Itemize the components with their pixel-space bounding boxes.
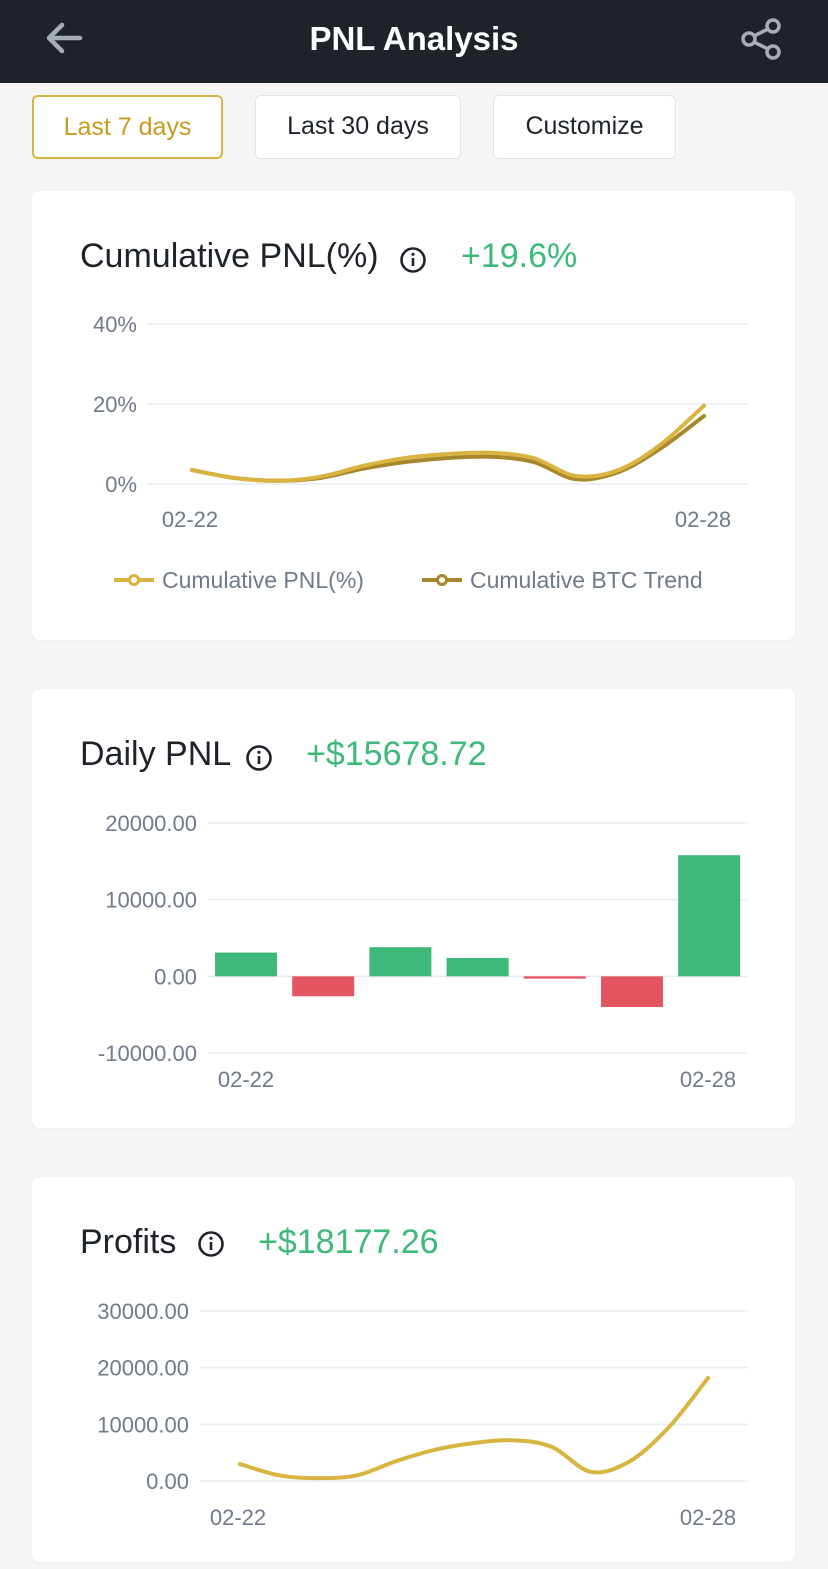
- tab-last-7-days[interactable]: Last 7 days: [32, 95, 223, 159]
- page-title: PNL Analysis: [309, 20, 519, 57]
- x-tick-label: 02-28: [680, 1505, 736, 1530]
- info-icon[interactable]: [245, 744, 273, 772]
- x-tick-label: 02-28: [680, 1067, 736, 1092]
- y-tick-label: 40%: [93, 312, 137, 337]
- y-tick-label: 20000.00: [97, 1356, 189, 1381]
- legend-label: Cumulative PNL(%): [162, 567, 364, 593]
- daily-pnl-value: +$15678.72: [306, 735, 487, 773]
- cumulative-pnl-chart: 0% 20% 40% 02-22 02-28 Cumulative PNL(%) Cumul…: [93, 312, 747, 593]
- series-line: [238, 1375, 710, 1481]
- cumulative-pnl-value: +19.6%: [461, 237, 578, 275]
- bar: [215, 952, 277, 977]
- cumulative-pnl-card: Cumulative PNL(%) +19.6% 0% 20% 40% 02-22 02…: [32, 191, 795, 640]
- y-tick-label: 10000.00: [105, 888, 197, 913]
- cumulative-pnl-title: Cumulative PNL(%): [80, 237, 379, 275]
- bar: [601, 976, 663, 1007]
- legend-marker: [436, 574, 448, 586]
- series-line: [190, 414, 706, 483]
- bar: [446, 957, 509, 977]
- info-icon[interactable]: [399, 246, 427, 274]
- y-tick-label: 0%: [105, 472, 137, 497]
- y-tick-label: 20000.00: [105, 811, 197, 836]
- tab-last-30-days[interactable]: Last 30 days: [255, 95, 461, 159]
- profits-title: Profits: [80, 1223, 177, 1261]
- legend-marker: [128, 574, 140, 586]
- profits-card: Profits +$18177.26 0.00 10000.00 20000.00 3…: [32, 1177, 795, 1562]
- y-tick-label: 10000.00: [97, 1412, 189, 1437]
- daily-pnl-title: Daily PNL: [80, 735, 232, 773]
- legend-label: Cumulative BTC Trend: [470, 567, 703, 593]
- y-tick-label: 0.00: [154, 964, 197, 989]
- bar: [523, 976, 586, 979]
- y-tick-label: -10000.00: [98, 1041, 197, 1066]
- profits-value: +$18177.26: [258, 1223, 439, 1261]
- profits-chart: 0.00 10000.00 20000.00 30000.00 02-22 02-28: [97, 1299, 747, 1530]
- x-tick-label: 02-22: [218, 1067, 274, 1092]
- daily-pnl-card: Daily PNL +$15678.72 -10000.00 0.00 10000.…: [32, 689, 795, 1128]
- x-tick-label: 02-22: [210, 1505, 266, 1530]
- x-tick-label: 02-28: [675, 507, 731, 532]
- y-tick-label: 0.00: [146, 1469, 189, 1494]
- arrow-left-icon[interactable]: [40, 18, 88, 58]
- x-tick-label: 02-22: [162, 507, 218, 532]
- top-bar: PNL Analysis: [0, 0, 828, 83]
- date-range-tabs: Last 7 days Last 30 days Customize: [0, 95, 828, 159]
- info-icon[interactable]: [197, 1230, 225, 1258]
- tab-customize[interactable]: Customize: [493, 95, 676, 159]
- bar: [292, 976, 355, 997]
- daily-pnl-chart: -10000.00 0.00 10000.00 20000.00 02-22 02-28: [98, 811, 747, 1092]
- share-icon[interactable]: [738, 18, 784, 60]
- bar: [369, 947, 432, 977]
- y-tick-label: 30000.00: [97, 1299, 189, 1324]
- bar: [678, 855, 741, 977]
- y-tick-label: 20%: [93, 392, 137, 417]
- series-line: [190, 403, 706, 483]
